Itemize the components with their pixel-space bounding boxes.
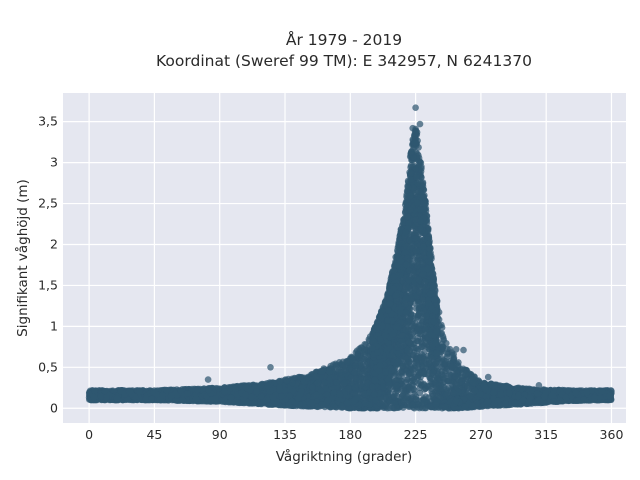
data-points (85, 104, 615, 412)
chart-title: År 1979 - 2019 Koordinat (Sweref 99 TM):… (156, 30, 532, 70)
chart-title-line-1: År 1979 - 2019 (286, 30, 402, 49)
data-point (416, 389, 424, 397)
chart-title-line-2: Koordinat (Sweref 99 TM): E 342957, N 62… (156, 52, 532, 70)
data-point (444, 353, 451, 361)
